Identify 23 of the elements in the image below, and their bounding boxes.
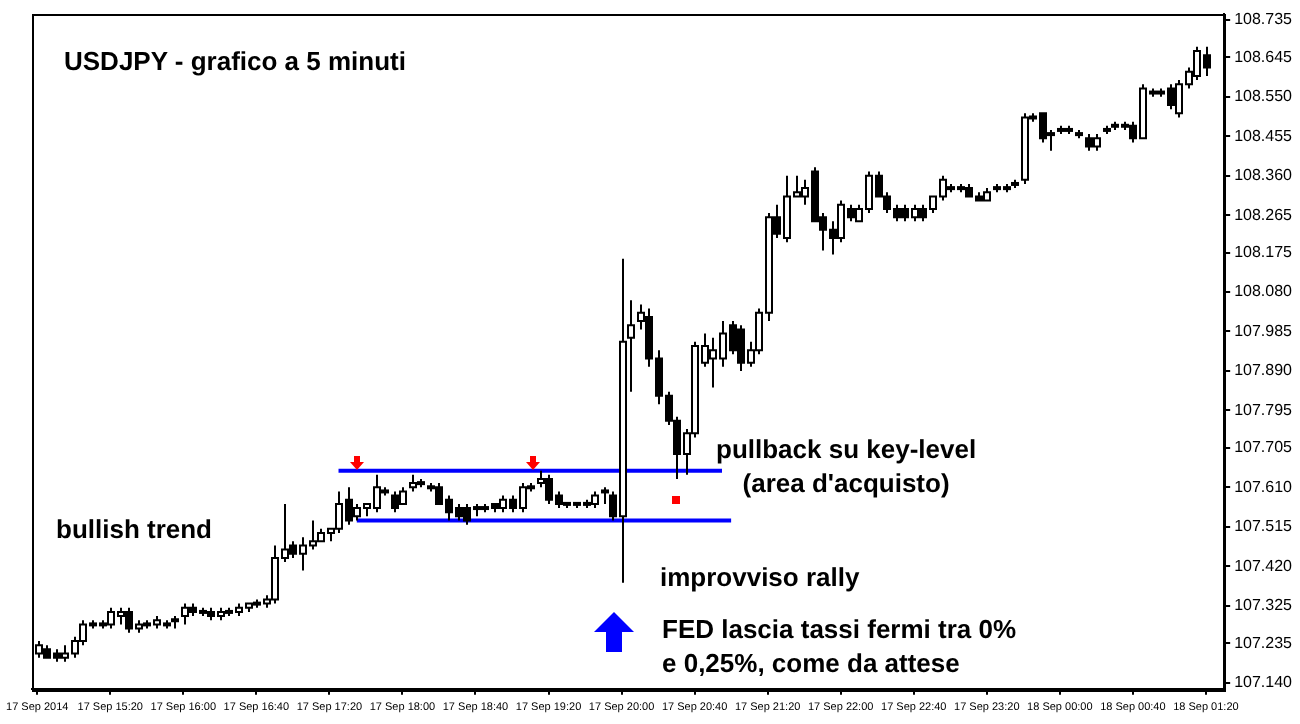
- y-tick-label: 107.515: [1234, 517, 1294, 536]
- text: USDJPY - grafico a 5 minuti: [64, 44, 406, 78]
- y-tick-label: 107.795: [1234, 400, 1294, 419]
- y-tick-label: 108.735: [1234, 10, 1294, 29]
- annotation: bullish trend: [56, 512, 212, 546]
- annotation: pullback su key-level (area d'acquisto): [716, 432, 977, 500]
- y-tick-label: 107.235: [1234, 633, 1294, 652]
- annotation: improvviso rally: [660, 560, 860, 594]
- y-tick-label: 108.360: [1234, 166, 1294, 185]
- y-tick-label: 107.420: [1234, 556, 1294, 575]
- y-tick-label: 108.175: [1234, 242, 1294, 261]
- y-tick-label: 107.985: [1234, 321, 1294, 340]
- y-tick-label: 107.610: [1234, 477, 1294, 496]
- annotation: FED lascia tassi fermi tra 0% e 0,25%, come da attese: [662, 612, 1017, 680]
- y-tick-label: 108.080: [1234, 282, 1294, 301]
- y-tick-label: 108.455: [1234, 126, 1294, 145]
- y-tick-label: 108.265: [1234, 205, 1294, 224]
- y-tick-label: 107.325: [1234, 596, 1294, 615]
- y-tick-label: 107.705: [1234, 438, 1294, 457]
- y-tick-label: 108.550: [1234, 87, 1294, 106]
- y-tick-label: 108.645: [1234, 47, 1294, 66]
- y-tick-label: 107.140: [1234, 672, 1294, 691]
- y-tick-label: 107.890: [1234, 361, 1294, 380]
